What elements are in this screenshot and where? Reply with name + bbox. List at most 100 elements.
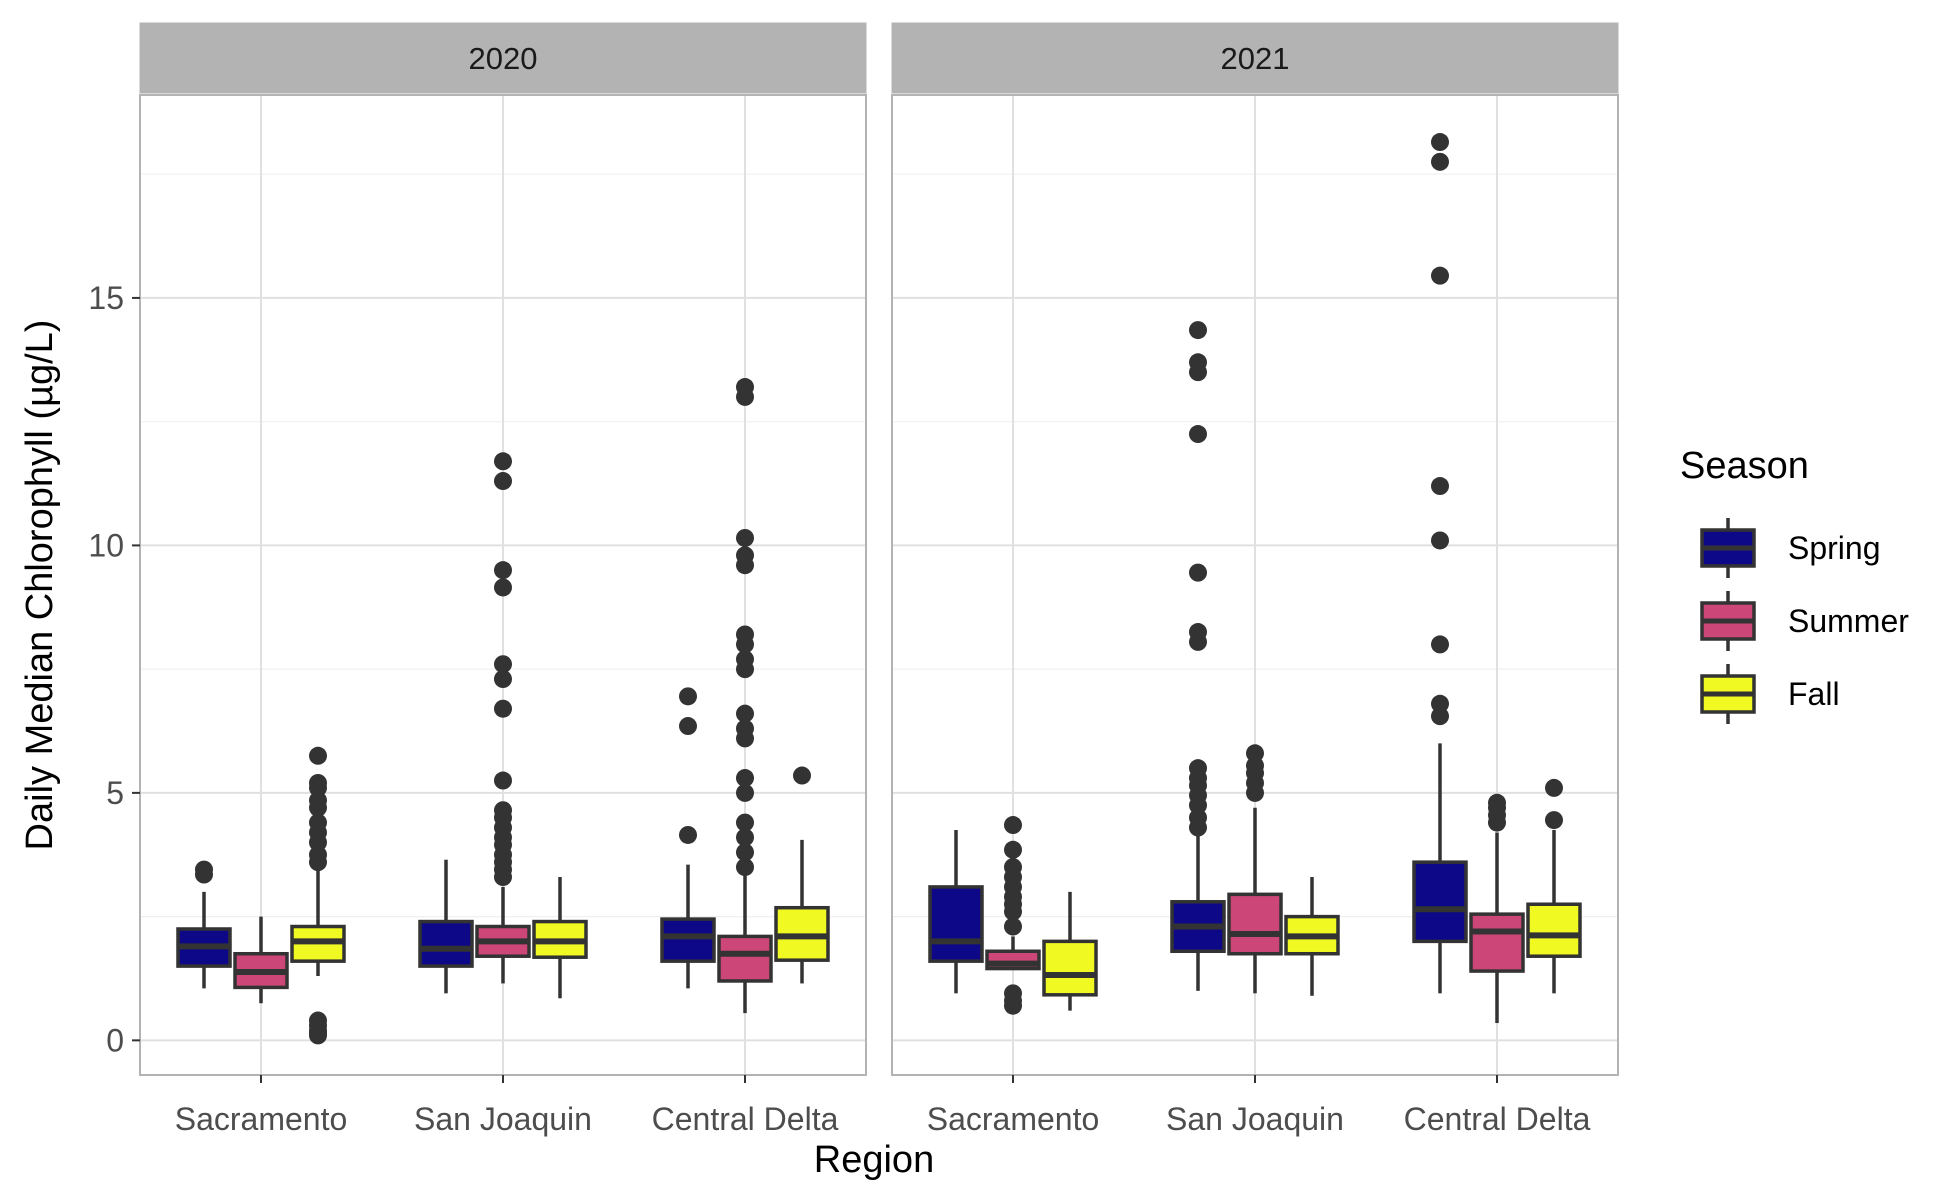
outlier-point [736,769,754,788]
outlier-point [1189,623,1207,642]
x-tick-label: San Joaquin [414,1101,592,1137]
outlier-point [793,766,811,785]
outlier-point [736,528,754,547]
outlier-point [494,452,512,471]
outlier-point [1189,808,1207,827]
outlier-point [494,801,512,820]
y-tick-label: 0 [106,1022,124,1058]
outlier-point [309,813,327,832]
outlier-point [494,578,512,597]
x-tick-label: Sacramento [175,1101,348,1137]
outlier-point [1189,759,1207,778]
outlier-point [1431,694,1449,713]
outlier-point [309,791,327,810]
x-tick-label: Sacramento [927,1101,1100,1137]
outlier-point [1004,917,1022,936]
outlier-point [736,650,754,669]
outlier-point [736,843,754,862]
outlier-point [736,783,754,802]
box [1526,902,1582,958]
outlier-point [195,860,213,879]
outlier-point [494,699,512,718]
legend-label: Summer [1788,603,1909,639]
facet-panel: 2020 Sacramento San Joaquin Central Delta [139,22,867,1137]
outlier-point [1246,756,1264,775]
outlier-point [1246,744,1264,763]
box [418,919,474,968]
legend-title: Season [1680,445,1809,487]
y-tick-label: 10 [88,527,124,563]
facet-strip [891,22,1619,94]
facet-strip-label: 2021 [1221,41,1290,76]
outlier-point [1488,793,1506,812]
outlier-point [736,828,754,847]
legend-label: Fall [1788,676,1840,712]
outlier-point [494,670,512,689]
outlier-point [309,845,327,864]
box [1469,912,1525,973]
outlier-point [736,858,754,877]
facet-panel: 2021 Sacramento San Joaquin Central Delta [891,22,1619,1137]
box-group [290,746,346,1045]
outlier-point [1189,425,1207,444]
box-group [1227,744,1283,994]
outlier-point [1004,984,1022,1003]
outlier-point [736,625,754,644]
outlier-point [1431,477,1449,496]
legend-item: Fall [1700,664,1840,724]
box-group [532,877,588,999]
box [1042,939,1098,997]
outlier-point [1431,133,1449,152]
box-group [1284,877,1340,996]
outlier-point [1189,353,1207,372]
box [1227,892,1283,956]
outlier-point [1545,778,1563,797]
outlier-point [309,773,327,792]
legend: Season Spring Summer Fall [1680,445,1909,724]
outlier-point [736,704,754,723]
box-group [1042,891,1098,1011]
outlier-point [1431,707,1449,726]
box-group [1469,793,1525,1024]
outlier-point [1004,840,1022,859]
outlier-point [309,746,327,765]
outlier-point [309,1011,327,1030]
outlier-point [1431,266,1449,285]
outlier-point [736,813,754,832]
facet-strip [139,22,867,94]
outlier-point [1004,858,1022,877]
outlier-point [1431,635,1449,654]
outlier-point [1189,563,1207,582]
facet-strip-label: 2020 [469,41,538,76]
legend-label: Spring [1788,530,1881,566]
outlier-point [494,472,512,491]
y-axis-title: Daily Median Chlorophyll (µg/L) [19,320,61,851]
box [660,917,716,963]
outlier-point [679,717,697,736]
outlier-point [1431,152,1449,171]
outlier-point [1431,531,1449,550]
outlier-point [1189,321,1207,340]
outlier-point [1545,811,1563,830]
box [1412,860,1468,944]
y-tick-label: 5 [106,775,124,811]
x-axis-title: Region [814,1139,934,1181]
outlier-point [736,378,754,397]
box-group [717,378,773,1014]
y-axis: 0 5 10 15 [88,280,140,1058]
outlier-point [736,719,754,738]
x-tick-label: Central Delta [652,1101,839,1137]
outlier-point [679,825,697,844]
box-group [660,687,716,989]
box-group [985,816,1041,1015]
outlier-point [679,687,697,706]
outlier-point [1004,816,1022,835]
box-group [1412,133,1468,994]
y-tick-label: 15 [88,280,124,316]
box-group [1170,321,1226,991]
box-group [418,859,474,994]
outlier-point [494,655,512,674]
x-tick-label: San Joaquin [1166,1101,1344,1137]
